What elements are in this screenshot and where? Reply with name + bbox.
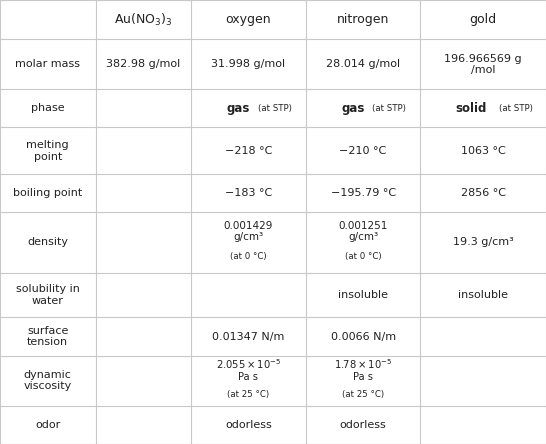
Text: 1063 °C: 1063 °C (461, 146, 506, 156)
Text: (at 25 °C): (at 25 °C) (227, 390, 270, 400)
Text: gas: gas (227, 102, 250, 115)
Text: 0.01347 N/m: 0.01347 N/m (212, 332, 284, 341)
Text: −195.79 °C: −195.79 °C (330, 188, 396, 198)
Text: 19.3 g/cm³: 19.3 g/cm³ (453, 238, 514, 247)
Text: 382.98 g/mol: 382.98 g/mol (106, 59, 180, 69)
Text: odorless: odorless (225, 420, 272, 430)
Text: 2856 °C: 2856 °C (461, 188, 506, 198)
Text: (at STP): (at STP) (499, 104, 533, 113)
Text: $2.055\times10^{-5}$
Pa s: $2.055\times10^{-5}$ Pa s (216, 357, 281, 382)
Text: 0.001251
g/cm³: 0.001251 g/cm³ (339, 221, 388, 242)
Text: $\mathregular{Au(NO_3)_3}$: $\mathregular{Au(NO_3)_3}$ (114, 12, 173, 28)
Text: 28.014 g/mol: 28.014 g/mol (326, 59, 400, 69)
Text: (at STP): (at STP) (258, 104, 292, 113)
Text: 0.001429
g/cm³: 0.001429 g/cm³ (224, 221, 273, 242)
Text: (at 0 °C): (at 0 °C) (345, 252, 382, 261)
Text: 0.0066 N/m: 0.0066 N/m (330, 332, 396, 341)
Text: dynamic
viscosity: dynamic viscosity (23, 370, 72, 392)
Text: solid: solid (455, 102, 487, 115)
Text: odorless: odorless (340, 420, 387, 430)
Text: surface
tension: surface tension (27, 326, 68, 347)
Text: nitrogen: nitrogen (337, 13, 389, 26)
Text: (at STP): (at STP) (372, 104, 406, 113)
Text: −210 °C: −210 °C (340, 146, 387, 156)
Text: 196.966569 g
/mol: 196.966569 g /mol (444, 54, 522, 75)
Text: oxygen: oxygen (225, 13, 271, 26)
Text: phase: phase (31, 103, 64, 113)
Text: density: density (27, 238, 68, 247)
Text: insoluble: insoluble (458, 290, 508, 300)
Text: odor: odor (35, 420, 61, 430)
Text: (at 0 °C): (at 0 °C) (230, 252, 267, 261)
Text: −218 °C: −218 °C (225, 146, 272, 156)
Text: (at 25 °C): (at 25 °C) (342, 390, 384, 400)
Text: −183 °C: −183 °C (225, 188, 272, 198)
Text: melting
point: melting point (26, 140, 69, 162)
Text: gas: gas (342, 102, 365, 115)
Text: 31.998 g/mol: 31.998 g/mol (211, 59, 286, 69)
Text: boiling point: boiling point (13, 188, 82, 198)
Text: $1.78\times10^{-5}$
Pa s: $1.78\times10^{-5}$ Pa s (334, 357, 392, 382)
Text: solubility in
water: solubility in water (16, 284, 80, 306)
Text: gold: gold (470, 13, 497, 26)
Text: molar mass: molar mass (15, 59, 80, 69)
Text: insoluble: insoluble (338, 290, 388, 300)
